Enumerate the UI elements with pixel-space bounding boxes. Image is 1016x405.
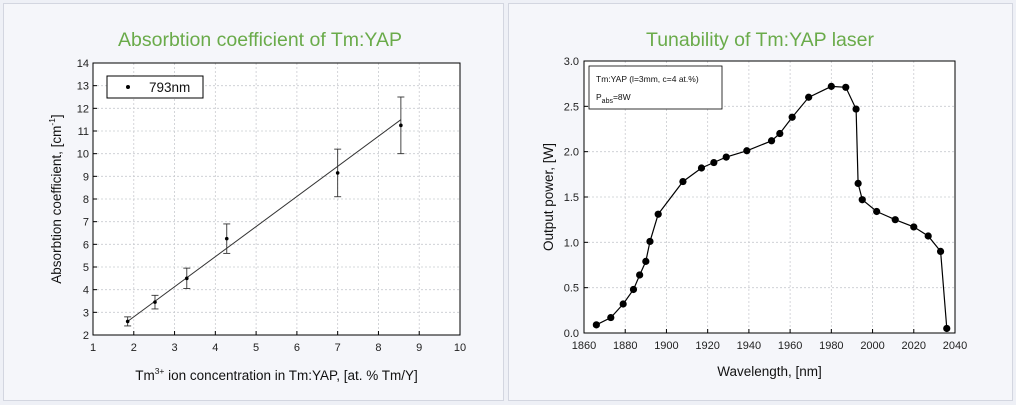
x-tick-label: 7 [335,342,341,354]
data-point [184,276,189,281]
x-tick-label: 1980 [819,340,843,352]
data-point [592,321,600,329]
data-point [399,123,403,128]
data-point [629,285,638,294]
data-point [936,247,945,255]
x-tick-label: 2 [131,342,137,354]
tunability-chart-title: Tunability of Tm:YAP laser [646,29,874,51]
data-point [852,105,860,113]
annotation-box [588,65,723,110]
data-point [722,153,730,161]
data-point [607,313,615,322]
data-point [636,271,644,279]
legend-label: 793nm [149,80,190,95]
x-tick-label: 10 [454,342,466,354]
tunability-chart: Tunability of Tm:YAP laser 1860 1880 1900 1… [541,29,967,379]
y-tick-label: 2 [83,330,89,342]
tunability-chart-panel: Tunability of Tm:YAP laser 1860 1880 1900 1… [508,3,1013,401]
data-point [335,171,340,175]
absorption-chart-title: Absorbtion coefficient of Tm:YAP [118,29,402,51]
data-point [153,300,157,304]
y-axis-label: Output power, [W] [541,143,556,251]
data-point [679,177,687,186]
y-tick-label: 3.0 [564,56,579,68]
x-tick-label: 1900 [654,340,678,352]
y-tick-label: 7 [83,217,89,229]
x-tick-label: 2020 [902,340,926,352]
x-tick-label: 2000 [860,340,884,352]
data-point [788,113,796,121]
y-tick-label: 12 [77,103,89,115]
y-tick-label: 2.0 [564,147,579,159]
data-point [842,83,850,91]
x-tick-label: 1860 [572,340,596,352]
data-point [873,207,881,216]
legend: 793nm [106,75,204,99]
y-tick-label: 0.5 [564,283,579,295]
x-tick-label: 1920 [695,340,719,352]
y-tick-label: 8 [83,194,89,206]
data-point [642,257,650,265]
x-axis-label: Wavelength, [nm] [717,364,822,379]
data-point [891,216,899,224]
legend-box [106,75,204,99]
y-tick-label: 9 [83,171,89,183]
y-tick-label: 1.0 [564,237,579,249]
x-axis-label: Tm3+ ion concentration in Tm:YAP, [at. %… [135,366,418,383]
data-point [924,232,932,240]
plot-area [93,63,460,335]
data-point [943,324,951,333]
y-tick-label: 3 [83,307,89,319]
y-tick-label: 1.5 [564,192,579,204]
x-tick-label: 1880 [613,340,637,352]
data-point [767,137,776,145]
data-point [858,196,866,204]
data-point [743,147,751,155]
y-tick-label: 13 [77,81,89,93]
data-point [654,210,662,218]
y-tick-label: 0.0 [564,328,579,340]
x-tick-label: 4 [212,342,218,354]
data-point [224,236,229,241]
data-point [827,82,835,90]
y-tick-label: 6 [83,239,89,251]
x-tick-label: 8 [375,342,381,354]
data-point [646,237,654,246]
x-tick-label: 1940 [737,340,761,352]
y-tick-label: 14 [77,58,89,70]
x-tick-label: 3 [171,342,177,354]
x-tick-label: 5 [253,342,259,354]
y-tick-label: 5 [83,262,89,274]
legend-marker [126,85,130,89]
annotation-line: Tm:YAP (l=3mm, c=4 at.%) [596,74,699,84]
y-tick-label: 4 [83,285,89,297]
data-point [619,300,627,308]
data-point [710,158,718,167]
y-tick-label: 2.5 [564,101,579,113]
data-point [805,93,813,101]
annotation-line: Pabs=8W [596,92,631,105]
data-point [125,319,130,324]
x-tick-label: 2040 [943,340,967,352]
data-point [776,129,784,138]
x-tick-label: 6 [294,342,300,354]
x-tick-label: 1 [90,342,96,354]
y-axis-label: Absorbtion coefficient, [cm-1] [47,114,64,283]
data-point [697,164,706,172]
annotation: Tm:YAP (l=3mm, c=4 at.%) Pabs=8W [588,65,723,110]
y-tick-label: 10 [77,149,89,161]
x-tick-label: 9 [416,342,422,354]
x-tick-label: 1960 [778,340,802,352]
fit-line [127,119,402,322]
data-point [854,179,862,187]
series-line [596,85,948,329]
y-tick-label: 11 [78,126,89,138]
data-point [910,223,918,231]
